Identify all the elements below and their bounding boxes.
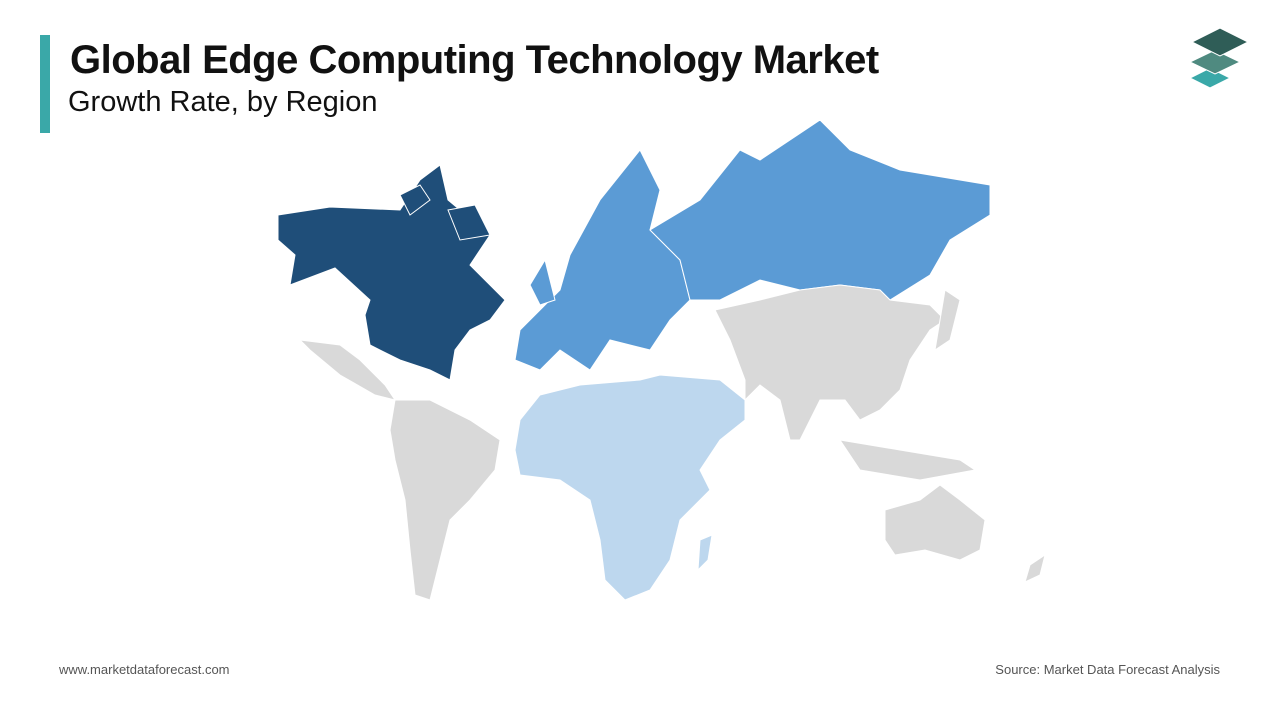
- accent-bar: [40, 35, 50, 133]
- latin-america: [298, 339, 501, 601]
- middle-east-africa: [514, 374, 746, 601]
- subtitle: Growth Rate, by Region: [68, 86, 378, 118]
- asia-pacific: [714, 284, 1046, 583]
- logo: [1188, 27, 1250, 89]
- title: Global Edge Computing Technology Market: [70, 38, 879, 82]
- europe: [514, 119, 991, 371]
- north-america: [277, 164, 506, 381]
- source: Source: Market Data Forecast Analysis: [995, 662, 1220, 677]
- website: www.marketdataforecast.com: [59, 662, 230, 677]
